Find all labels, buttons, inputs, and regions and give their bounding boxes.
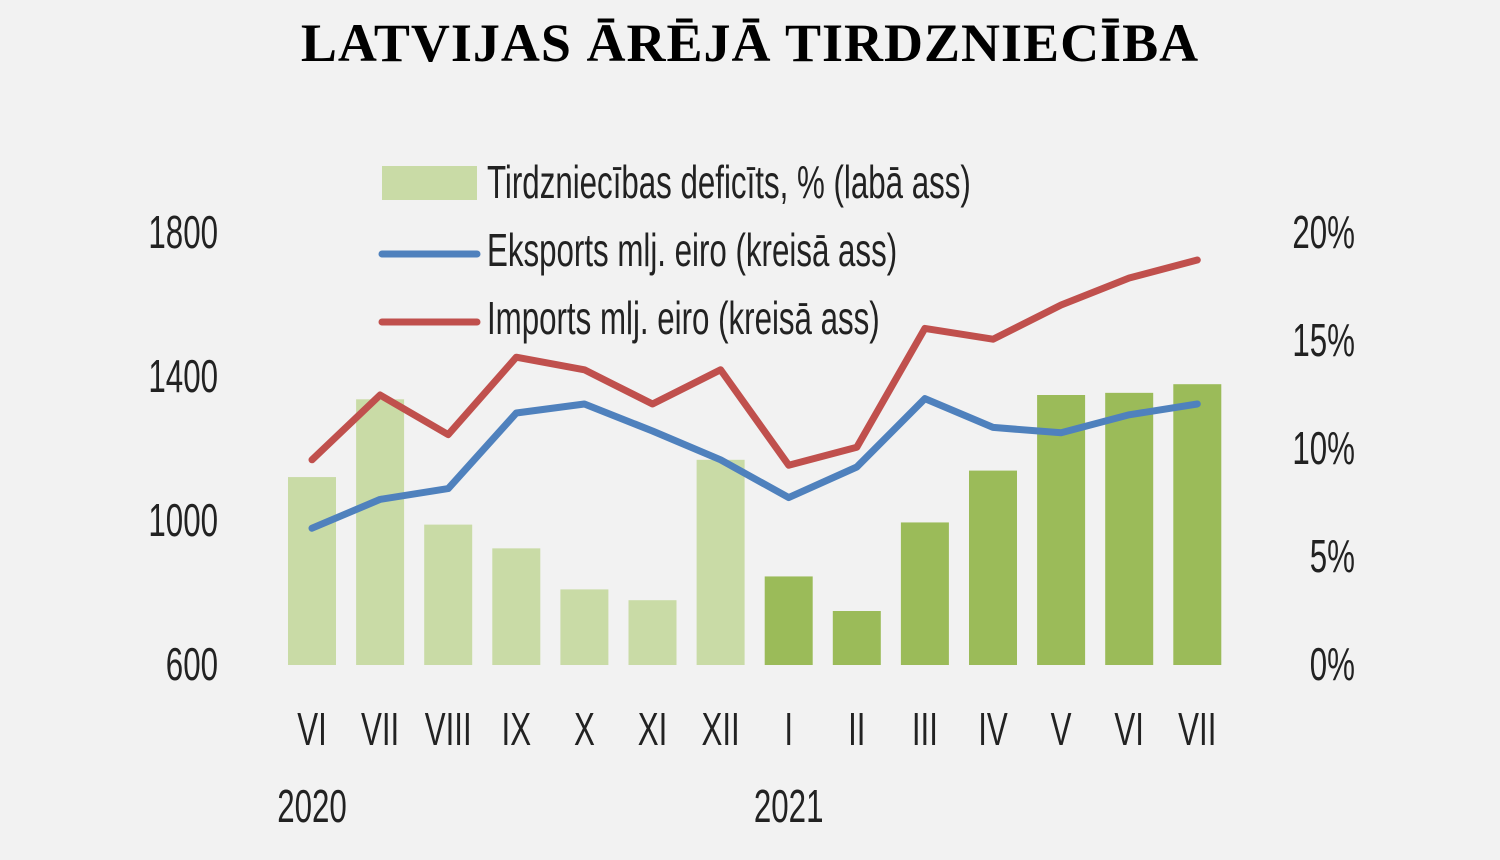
bar-deficit xyxy=(356,399,405,665)
x-axis-tick: VIII xyxy=(425,704,472,755)
bar-deficit xyxy=(764,576,813,665)
legend-label: Eksports mlj. eiro (kreisā ass) xyxy=(487,225,897,276)
left-axis-tick: 1000 xyxy=(148,495,218,546)
x-axis-tick: IX xyxy=(502,704,532,755)
x-axis-tick: I xyxy=(784,704,793,755)
x-axis-tick: II xyxy=(848,704,865,755)
x-axis-tick: VII xyxy=(1178,704,1216,755)
left-axis-tick: 1400 xyxy=(148,351,218,402)
right-axis-tick: 0% xyxy=(1310,639,1355,690)
bar-deficit xyxy=(628,600,677,665)
x-axis-tick: XI xyxy=(638,704,668,755)
bar-deficit xyxy=(832,611,881,665)
x-axis-tick: VI xyxy=(297,704,327,755)
x-axis-tick: VII xyxy=(361,704,399,755)
bar-deficit xyxy=(900,522,949,665)
x-axis-tick: VI xyxy=(1114,704,1144,755)
right-axis-tick: 15% xyxy=(1292,315,1355,366)
bar-deficit xyxy=(969,470,1017,665)
line-import xyxy=(308,256,1201,469)
bar-deficit xyxy=(492,548,541,665)
bar-deficit xyxy=(560,589,609,665)
year-label: 2020 xyxy=(277,781,347,832)
legend-swatch-deficit xyxy=(382,166,477,200)
right-axis-tick: 10% xyxy=(1292,423,1355,474)
year-label: 2021 xyxy=(754,781,824,832)
x-axis-tick: V xyxy=(1051,704,1072,755)
left-axis-tick: 1800 xyxy=(148,207,218,258)
legend-label: Imports mlj. eiro (kreisā ass) xyxy=(487,293,880,344)
left-axis-tick: 600 xyxy=(166,639,218,690)
x-axis-tick: IV xyxy=(978,704,1008,755)
bar-deficit xyxy=(696,459,745,665)
x-axis-tick: XII xyxy=(701,704,739,755)
bar-deficit xyxy=(288,477,336,665)
right-axis-tick: 5% xyxy=(1310,531,1355,582)
bar-deficit xyxy=(1037,395,1086,665)
chart-title: LATVIJAS ĀRĒJĀ TIRDZNIECĪBA xyxy=(300,13,1200,73)
right-axis-tick: 20% xyxy=(1292,207,1355,258)
x-axis-tick: III xyxy=(912,704,938,755)
legend-label: Tirdzniecības deficīts, % (labā ass) xyxy=(487,157,971,208)
bar-deficit xyxy=(1173,384,1222,665)
x-axis-tick: X xyxy=(574,704,595,755)
bar-deficit xyxy=(424,524,473,665)
line-export xyxy=(308,395,1201,532)
bar-deficit xyxy=(1105,392,1154,665)
